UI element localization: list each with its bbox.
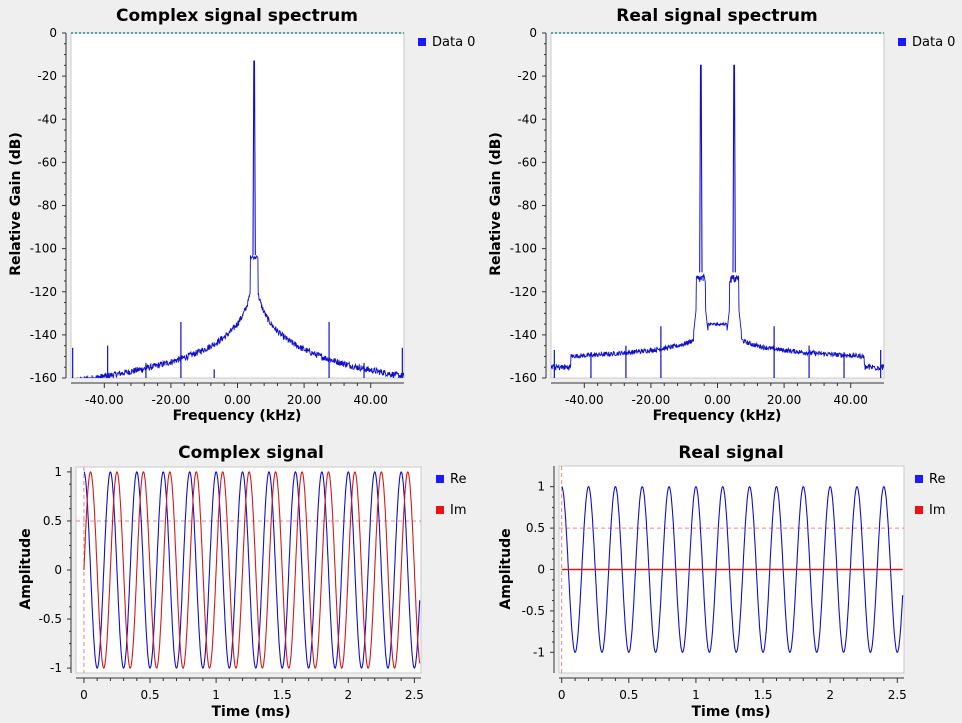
- x-tick-label: -20.00: [632, 393, 671, 407]
- x-tick-label: 2: [826, 688, 834, 702]
- x-tick-label: 40.00: [354, 393, 388, 407]
- legend-entry: Re: [450, 472, 466, 487]
- chart-title: Complex signal: [178, 443, 324, 463]
- legend-entry: Re: [929, 472, 945, 487]
- x-tick-label: 0.00: [224, 393, 251, 407]
- chart-title: Complex signal spectrum: [116, 6, 358, 26]
- y-tick-label: 0.5: [526, 521, 545, 535]
- legend-swatch: [436, 506, 444, 514]
- x-tick-label: 0.5: [619, 688, 638, 702]
- x-tick-label: 0.5: [140, 688, 159, 702]
- y-axis-label: Amplitude: [18, 528, 34, 609]
- chart-title: Real signal: [678, 443, 783, 463]
- chart-2: Complex signal Time (ms) Amplitude 1 0.5 0 -0.…: [18, 443, 467, 720]
- x-tick-label: 2.5: [888, 688, 907, 702]
- y-tick-label: -1: [533, 645, 545, 659]
- y-tick-label: -120: [510, 285, 537, 299]
- chart-1: Real signal spectrum Frequency (kHz) Relat…: [488, 6, 955, 424]
- spectrum-peak: [699, 64, 703, 273]
- legend-entry: Data 0: [912, 35, 955, 50]
- y-tick-label: -1: [50, 661, 62, 675]
- chart-title: Real signal spectrum: [616, 6, 818, 26]
- plot-area: [70, 32, 405, 379]
- x-tick-label: -20.00: [152, 393, 191, 407]
- legend-entry: Im: [929, 503, 946, 518]
- y-tick-label: 0: [54, 563, 62, 577]
- spectrum-peak: [732, 64, 736, 273]
- spectrum-trace: [71, 254, 404, 378]
- legend-swatch: [898, 38, 906, 46]
- legend-swatch: [915, 475, 923, 483]
- y-tick-label: -160: [30, 371, 57, 385]
- y-axis-label: Relative Gain (dB): [8, 132, 24, 276]
- x-tick-label: 20.00: [287, 393, 321, 407]
- x-axis-label: Frequency (kHz): [173, 408, 302, 424]
- y-tick-label: -100: [30, 242, 57, 256]
- y-tick-label: 0: [529, 26, 537, 40]
- x-tick-label: 0: [80, 688, 88, 702]
- spectrum-peak: [252, 60, 256, 256]
- series-line-im: [83, 471, 421, 669]
- y-tick-label: -80: [37, 199, 57, 213]
- y-tick-label: -0.5: [39, 612, 62, 626]
- plot-area: [550, 32, 885, 379]
- series-line-re: [561, 486, 904, 653]
- y-tick-label: -40: [517, 112, 537, 126]
- legend-swatch: [436, 475, 444, 483]
- y-tick-label: -160: [510, 371, 537, 385]
- y-axis-label: Amplitude: [498, 528, 514, 609]
- x-axis-label: Time (ms): [211, 704, 290, 720]
- x-tick-label: 1.5: [753, 688, 772, 702]
- legend-swatch: [915, 506, 923, 514]
- x-tick-label: -40.00: [565, 393, 604, 407]
- legend-entry: Data 0: [432, 35, 475, 50]
- y-tick-label: -60: [37, 155, 57, 169]
- x-tick-label: 2.5: [405, 688, 424, 702]
- chart-3: Real signal Time (ms) Amplitude 1 0.5 0 -0.5 -1…: [498, 443, 946, 720]
- y-tick-label: 1: [537, 480, 545, 494]
- chart-0: Complex signal spectrum Frequency (kHz) Re…: [8, 6, 475, 424]
- x-tick-label: 0: [558, 688, 566, 702]
- y-tick-label: -140: [30, 328, 57, 342]
- legend-swatch: [418, 38, 426, 46]
- x-tick-label: 40.00: [834, 393, 868, 407]
- y-axis-label: Relative Gain (dB): [488, 132, 504, 276]
- x-tick-label: 0.00: [704, 393, 731, 407]
- x-tick-label: 1: [692, 688, 700, 702]
- plot-area: [75, 466, 422, 674]
- x-tick-label: 20.00: [767, 393, 801, 407]
- x-tick-label: 2: [344, 688, 352, 702]
- x-tick-label: 1.5: [273, 688, 292, 702]
- y-tick-label: 0.5: [43, 514, 62, 528]
- y-tick-label: -40: [37, 112, 57, 126]
- y-tick-label: 1: [54, 465, 62, 479]
- y-tick-label: 0: [49, 26, 57, 40]
- x-tick-label: 1: [212, 688, 220, 702]
- legend-entry: Im: [450, 503, 467, 518]
- spectrum-trace: [551, 273, 884, 372]
- y-tick-label: -80: [517, 199, 537, 213]
- y-tick-label: -140: [510, 328, 537, 342]
- y-tick-label: 0: [537, 563, 545, 577]
- y-tick-label: -120: [30, 285, 57, 299]
- x-axis-label: Time (ms): [691, 704, 770, 720]
- y-tick-label: -20: [517, 69, 537, 83]
- y-tick-label: -0.5: [522, 604, 545, 618]
- x-tick-label: -40.00: [85, 393, 124, 407]
- y-tick-label: -20: [37, 69, 57, 83]
- y-tick-label: -100: [510, 242, 537, 256]
- x-axis-label: Frequency (kHz): [653, 408, 782, 424]
- y-tick-label: -60: [517, 155, 537, 169]
